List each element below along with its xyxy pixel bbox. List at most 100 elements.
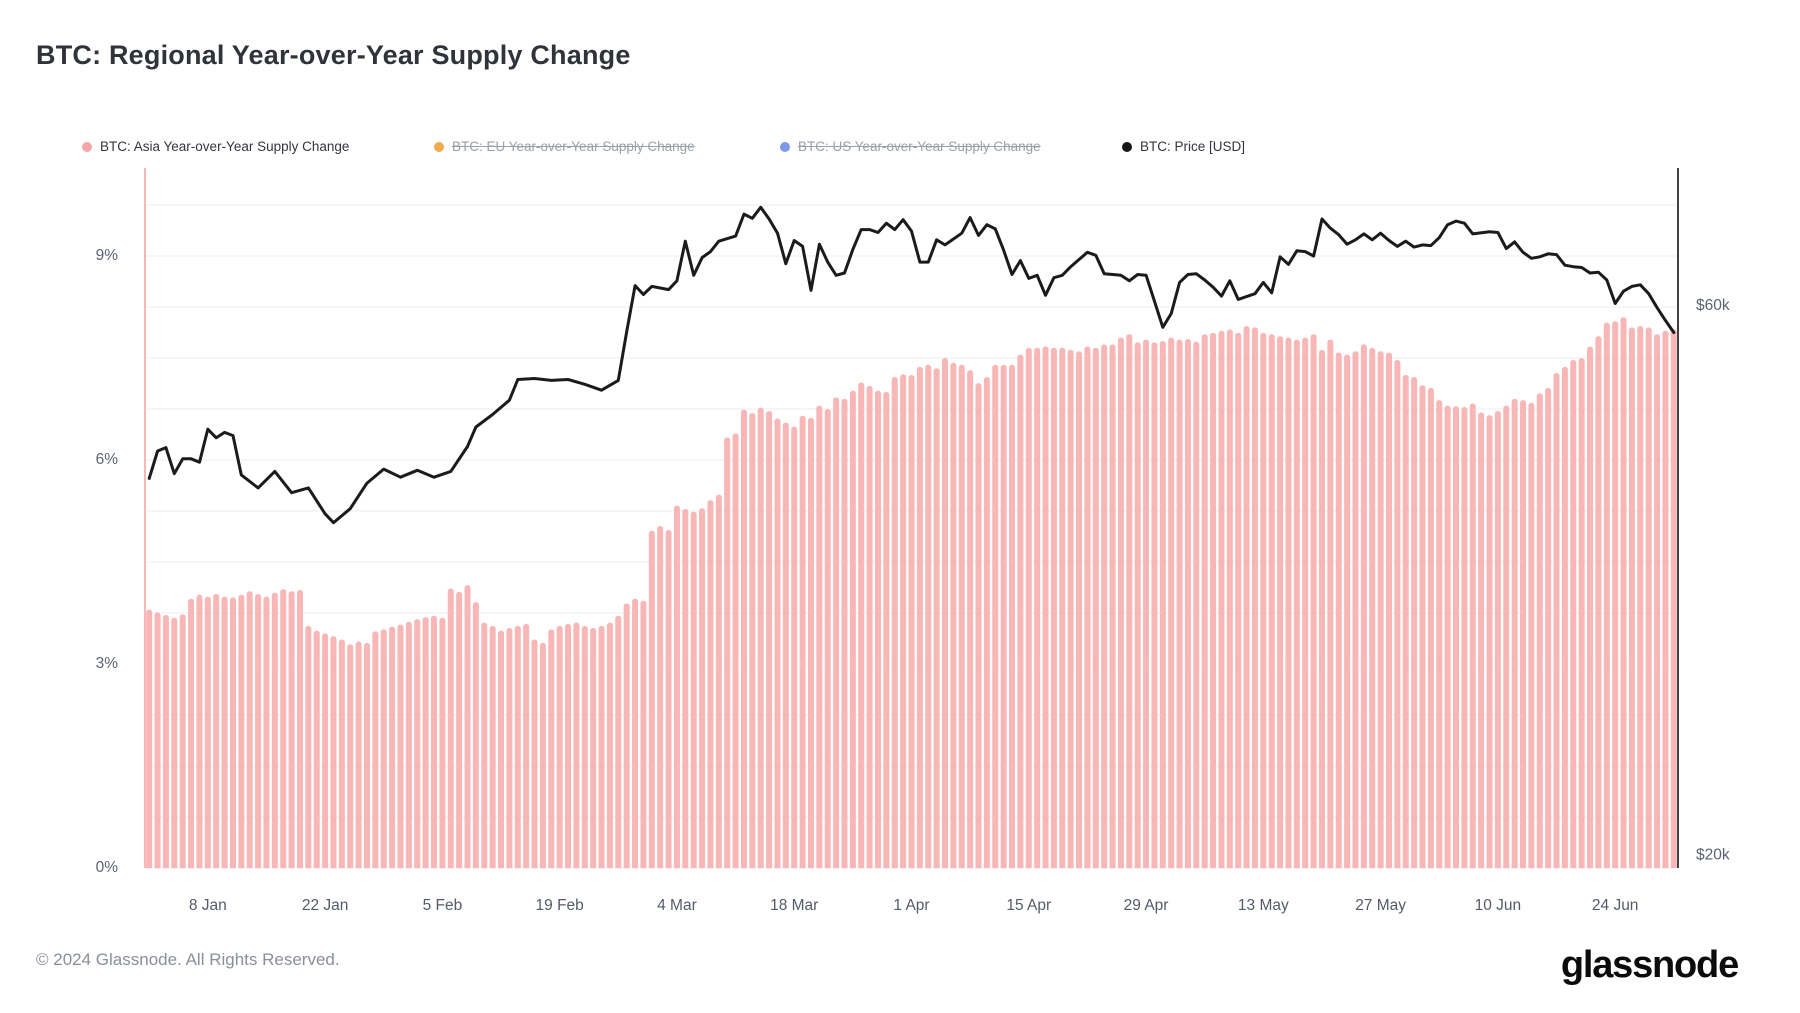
asia-supply-bar[interactable] (1469, 403, 1476, 868)
asia-supply-bar[interactable] (1067, 349, 1074, 869)
asia-supply-bar[interactable] (213, 593, 220, 868)
asia-supply-bar[interactable] (967, 370, 974, 868)
legend-item-price[interactable]: BTC: Price [USD] (1122, 139, 1245, 154)
asia-supply-bar[interactable] (1176, 339, 1183, 868)
asia-supply-bar[interactable] (146, 609, 153, 868)
asia-supply-bar[interactable] (657, 525, 664, 868)
asia-supply-bar[interactable] (1427, 387, 1434, 868)
asia-supply-bar[interactable] (1101, 344, 1108, 868)
asia-supply-bar[interactable] (1419, 385, 1426, 868)
asia-supply-bar[interactable] (263, 596, 270, 868)
asia-supply-bar[interactable] (523, 623, 530, 868)
asia-supply-bar[interactable] (162, 615, 169, 868)
asia-supply-bar[interactable] (221, 596, 228, 868)
asia-supply-bar[interactable] (891, 377, 898, 868)
asia-supply-bar[interactable] (255, 593, 262, 868)
asia-supply-bar[interactable] (606, 622, 613, 868)
asia-supply-bar[interactable] (338, 639, 345, 868)
asia-supply-bar[interactable] (397, 624, 404, 868)
asia-supply-bar[interactable] (1402, 375, 1409, 868)
asia-supply-bar[interactable] (1025, 347, 1032, 868)
asia-supply-bar[interactable] (556, 625, 563, 868)
asia-supply-bar[interactable] (925, 364, 932, 868)
asia-supply-bar[interactable] (640, 600, 647, 868)
asia-supply-bar[interactable] (363, 642, 370, 868)
asia-supply-bar[interactable] (464, 585, 471, 868)
asia-supply-bar[interactable] (305, 625, 312, 868)
legend-item-asia-supply[interactable]: BTC: Asia Year-over-Year Supply Change (82, 139, 349, 154)
asia-supply-bar[interactable] (280, 589, 287, 868)
asia-supply-bar[interactable] (690, 511, 697, 868)
asia-supply-bar[interactable] (1369, 347, 1376, 868)
asia-supply-bar[interactable] (229, 597, 236, 868)
asia-supply-bar[interactable] (456, 591, 463, 868)
asia-supply-bar[interactable] (1293, 339, 1300, 868)
asia-supply-bar[interactable] (1528, 402, 1535, 868)
asia-supply-bar[interactable] (942, 358, 949, 868)
asia-supply-bar[interactable] (506, 627, 513, 868)
asia-supply-bar[interactable] (238, 594, 245, 868)
asia-supply-bar[interactable] (1159, 341, 1166, 868)
asia-supply-bar[interactable] (632, 598, 639, 868)
asia-supply-bar[interactable] (791, 426, 798, 868)
asia-supply-bar[interactable] (1503, 405, 1510, 868)
asia-supply-bar[interactable] (1511, 398, 1518, 868)
asia-supply-bar[interactable] (975, 383, 982, 868)
asia-supply-bar[interactable] (1352, 351, 1359, 868)
asia-supply-bar[interactable] (950, 362, 957, 868)
asia-supply-bar[interactable] (858, 382, 865, 868)
asia-supply-bar[interactable] (849, 390, 856, 868)
asia-supply-bar[interactable] (1335, 352, 1342, 868)
asia-supply-bar[interactable] (1494, 411, 1501, 868)
asia-supply-bar[interactable] (246, 591, 253, 868)
asia-supply-bar[interactable] (1461, 406, 1468, 868)
asia-supply-bar[interactable] (154, 612, 161, 868)
asia-supply-bar[interactable] (372, 631, 379, 868)
asia-supply-bar[interactable] (548, 629, 555, 868)
asia-supply-bar[interactable] (498, 630, 505, 868)
asia-supply-bar[interactable] (1260, 332, 1267, 869)
asia-supply-bar[interactable] (389, 626, 396, 868)
asia-supply-bar[interactable] (1344, 354, 1351, 869)
asia-supply-bar[interactable] (1243, 326, 1250, 868)
asia-supply-bar[interactable] (673, 505, 680, 868)
asia-supply-bar[interactable] (439, 617, 446, 868)
asia-supply-bar[interactable] (1109, 344, 1116, 868)
asia-supply-bar[interactable] (958, 364, 965, 868)
asia-supply-bar[interactable] (766, 411, 773, 868)
asia-supply-bar[interactable] (1436, 400, 1443, 868)
asia-supply-bar[interactable] (1318, 349, 1325, 869)
asia-supply-bar[interactable] (1000, 364, 1007, 868)
asia-supply-bar[interactable] (833, 397, 840, 868)
asia-supply-bar[interactable] (1302, 337, 1309, 869)
asia-supply-bar[interactable] (1587, 346, 1594, 868)
asia-supply-bar[interactable] (1377, 351, 1384, 868)
asia-supply-bar[interactable] (648, 530, 655, 868)
asia-supply-bar[interactable] (1059, 347, 1066, 868)
asia-supply-bar[interactable] (1310, 334, 1317, 868)
asia-supply-bar[interactable] (665, 530, 672, 868)
asia-supply-bar[interactable] (1553, 372, 1560, 868)
asia-supply-bar[interactable] (1545, 387, 1552, 868)
asia-supply-bar[interactable] (1143, 339, 1150, 868)
asia-supply-bar[interactable] (405, 621, 412, 868)
asia-supply-bar[interactable] (1184, 338, 1191, 869)
asia-supply-bar[interactable] (740, 409, 747, 868)
asia-supply-bar[interactable] (615, 615, 622, 868)
asia-supply-bar[interactable] (380, 629, 387, 868)
asia-supply-bar[interactable] (1218, 330, 1225, 868)
asia-supply-bar[interactable] (565, 623, 572, 868)
asia-supply-bar[interactable] (347, 644, 354, 868)
asia-supply-bar[interactable] (196, 594, 203, 868)
asia-supply-bar[interactable] (799, 415, 806, 868)
asia-supply-bar[interactable] (1050, 347, 1057, 868)
asia-supply-bar[interactable] (1168, 337, 1175, 869)
asia-supply-bar[interactable] (1277, 336, 1284, 868)
asia-supply-bar[interactable] (1612, 321, 1619, 868)
asia-supply-bar[interactable] (1520, 400, 1527, 868)
asia-supply-bar[interactable] (908, 375, 915, 868)
asia-supply-bar[interactable] (1637, 326, 1644, 868)
asia-supply-bar[interactable] (1595, 336, 1602, 868)
asia-supply-bar[interactable] (1210, 332, 1217, 869)
asia-supply-bar[interactable] (1034, 347, 1041, 868)
